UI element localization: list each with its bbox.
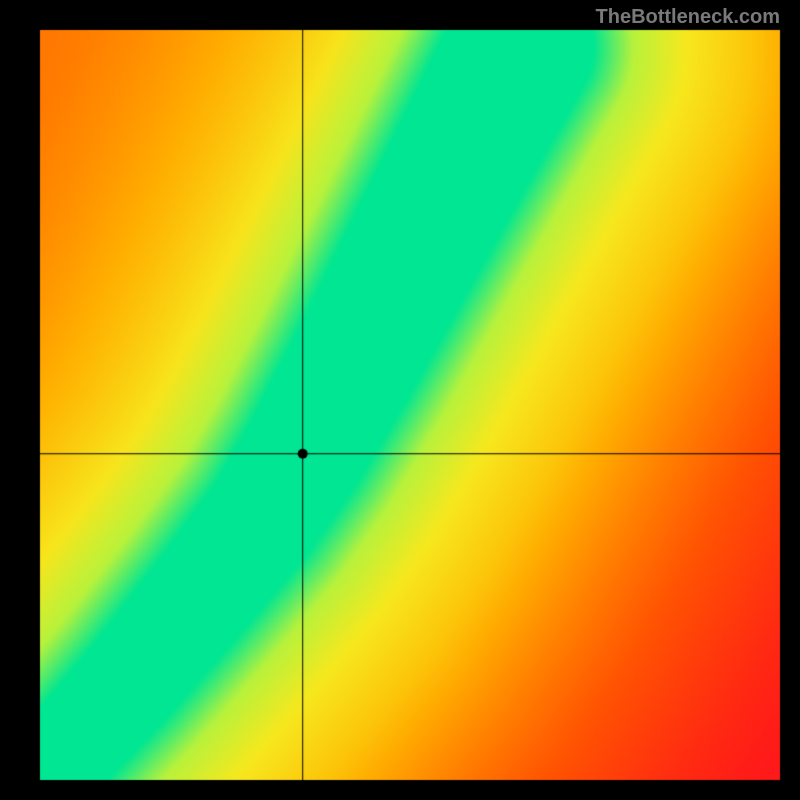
bottleneck-heatmap: [0, 0, 800, 800]
watermark-text: TheBottleneck.com: [596, 6, 780, 29]
chart-container: TheBottleneck.com: [0, 0, 800, 800]
